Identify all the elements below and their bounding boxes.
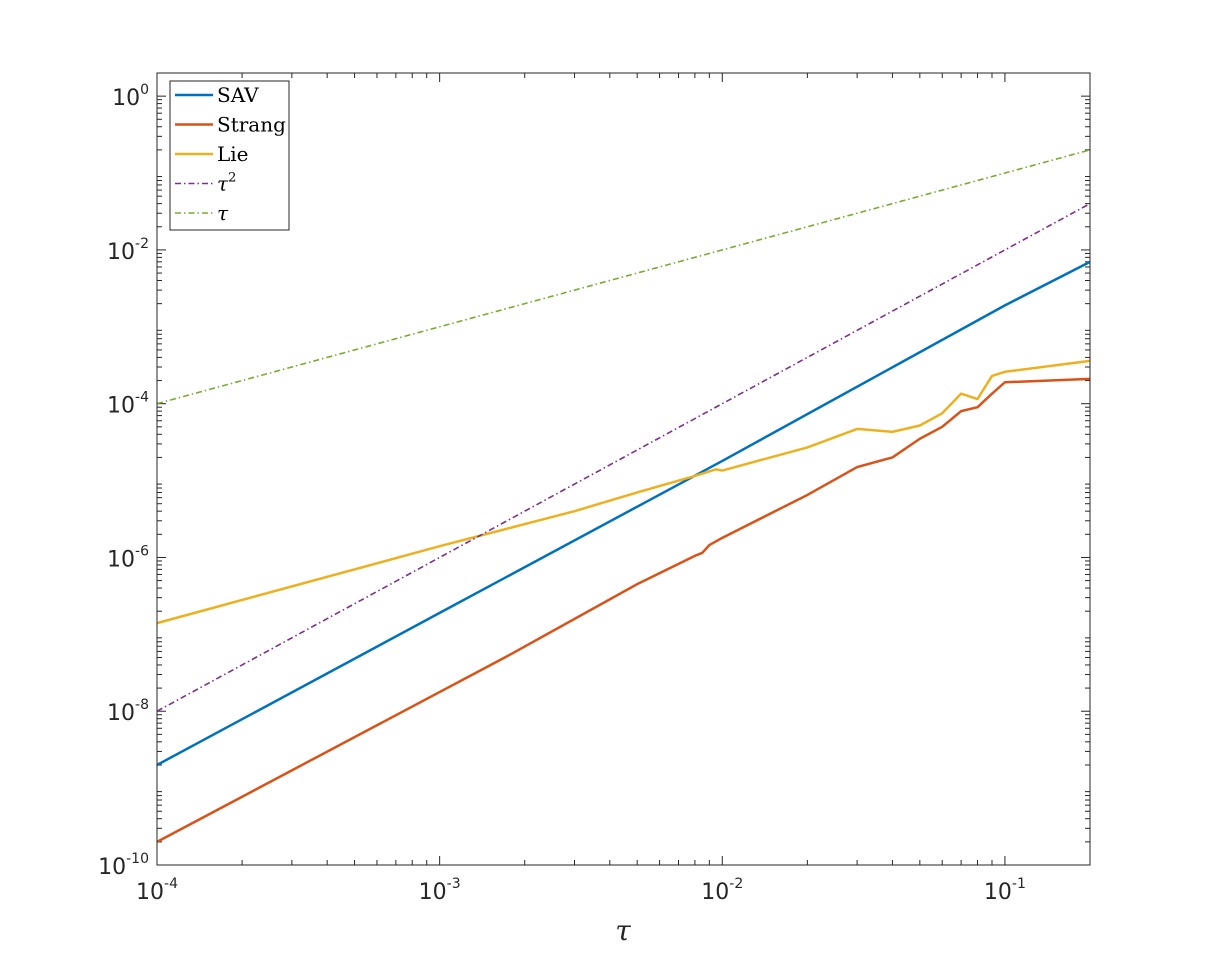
x-tick-base: 10 <box>136 880 164 905</box>
x-tick-base: 10 <box>984 880 1012 905</box>
legend-box <box>169 80 290 231</box>
y-tick-base: 10 <box>98 855 126 880</box>
legend-label-sav: SAV <box>217 83 259 107</box>
y-tick-label: 10-4 <box>107 390 149 419</box>
y-tick-label: 10-2 <box>107 236 149 265</box>
y-tick-exponent: -8 <box>135 697 149 713</box>
y-tick-exponent: 0 <box>140 82 149 98</box>
x-tick-label: 10-1 <box>984 876 1026 905</box>
series-line-tau-squared <box>156 202 1091 712</box>
legend-label-base: τ <box>217 172 229 196</box>
y-tick-base: 10 <box>112 86 140 111</box>
x-tick-label: 10-2 <box>701 876 743 905</box>
x-tick-base: 10 <box>419 880 447 905</box>
legend-label-base: τ <box>217 201 229 225</box>
series-line-tau <box>156 149 1091 405</box>
x-tick-base: 10 <box>701 880 729 905</box>
x-tick-exponent: -4 <box>164 876 178 892</box>
minor-ticks <box>157 73 1090 865</box>
y-tick-base: 10 <box>107 701 135 726</box>
x-axis-label: τ <box>615 914 631 947</box>
axes-box <box>156 72 1091 866</box>
series-layer <box>156 149 1091 843</box>
legend-label-base: Strang <box>217 113 286 137</box>
plot-area <box>157 73 1090 865</box>
series-line-strang <box>156 377 1091 843</box>
x-tick-label: 10-4 <box>136 876 178 905</box>
x-tick-exponent: -1 <box>1012 876 1026 892</box>
y-tick-exponent: -4 <box>135 390 149 406</box>
y-tick-base: 10 <box>107 547 135 572</box>
y-tick-base: 10 <box>107 394 135 419</box>
y-tick-exponent: -2 <box>135 236 149 252</box>
y-tick-label: 100 <box>112 82 149 111</box>
y-tick-exponent: -10 <box>126 851 149 867</box>
legend-label-tau-squared: τ2 <box>217 171 236 196</box>
legend-label-strang: Strang <box>217 113 286 137</box>
legend-label-lie: Lie <box>217 142 249 166</box>
y-tick-label: 10-6 <box>107 543 149 572</box>
x-tick-label: 10-3 <box>419 876 461 905</box>
y-tick-exponent: -6 <box>135 543 149 559</box>
y-tick-label: 10-8 <box>107 697 149 726</box>
y-tick-label: 10-10 <box>98 851 149 880</box>
x-tick-labels: 10-4 10-3 10-2 10-1 <box>136 876 1026 905</box>
legend-label-tau: τ <box>217 201 229 225</box>
series-line-sav <box>156 260 1091 767</box>
x-tick-exponent: -2 <box>729 876 743 892</box>
y-tick-base: 10 <box>107 240 135 265</box>
series-line-lie <box>156 359 1091 625</box>
legend-label-base: SAV <box>217 83 259 107</box>
x-tick-exponent: -3 <box>447 876 461 892</box>
legend-label-base: Lie <box>217 142 249 166</box>
legend-label-exponent: 2 <box>228 171 236 186</box>
